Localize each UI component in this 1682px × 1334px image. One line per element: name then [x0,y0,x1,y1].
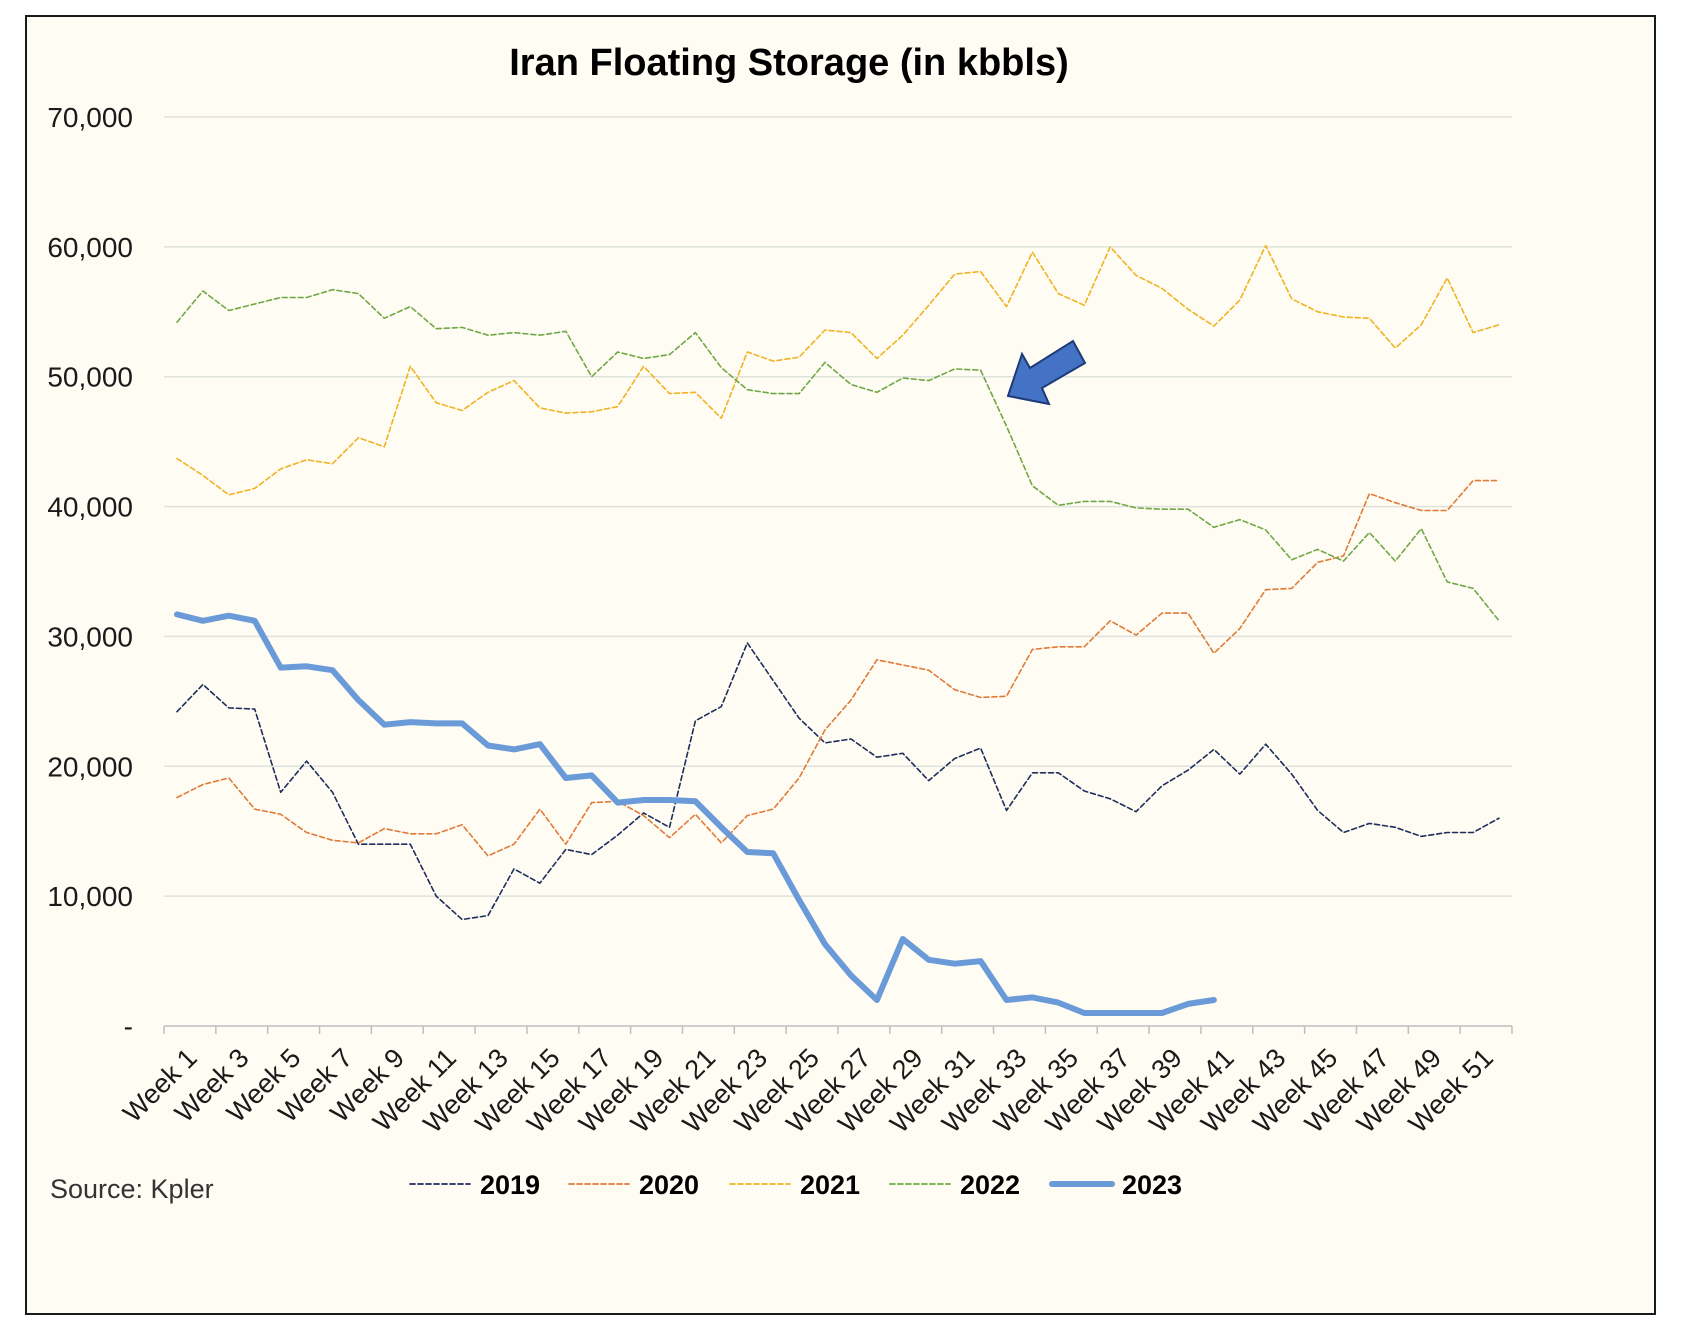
y-tick-label: 70,000 [47,102,133,133]
series-line-2020 [176,479,1500,857]
legend: 2019 2020 2021 2022 2023 [409,1170,1182,1200]
chart-title: Iran Floating Storage (in kbbls) [509,42,1068,84]
y-tick-label: 30,000 [47,621,133,652]
y-tick-label: 60,000 [47,232,133,263]
legend-label-2022: 2022 [960,1170,1020,1200]
legend-label-2021: 2021 [800,1170,860,1200]
legend-label-2020: 2020 [639,1170,699,1200]
y-tick-label: 40,000 [47,492,133,523]
series-line-2022 [176,288,1500,622]
legend-label-2023: 2023 [1122,1170,1182,1200]
source-note: Source: Kpler [50,1174,214,1204]
series-line-2023 [174,611,1217,1016]
series-lines [174,244,1500,1016]
chart-frame: Iran Floating Storage (in kbbls) - 10,000… [25,15,1656,1315]
chart-canvas: Iran Floating Storage (in kbbls) - 10,000… [47,42,1513,1204]
y-tick-label: 10,000 [47,881,133,912]
y-tick-label: 20,000 [47,751,133,782]
legend-label-2019: 2019 [480,1170,540,1200]
y-tick-label: - [124,1011,133,1042]
y-axis-ticks: - 10,000 20,000 30,000 40,000 50,000 60,000 70,… [47,102,133,1042]
gridlines [164,116,1512,897]
annotation-arrow [1006,339,1087,406]
series-line-2021 [176,244,1500,496]
series-line-2019 [176,642,1500,921]
y-tick-label: 50,000 [47,362,133,393]
